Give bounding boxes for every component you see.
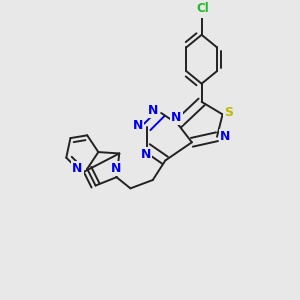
Text: N: N <box>148 104 158 117</box>
Text: N: N <box>220 130 230 143</box>
Text: N: N <box>72 162 82 175</box>
Text: S: S <box>224 106 233 119</box>
Text: N: N <box>111 162 122 175</box>
Text: N: N <box>141 148 151 161</box>
Text: Cl: Cl <box>197 2 209 15</box>
Text: N: N <box>133 119 143 132</box>
Text: N: N <box>171 111 182 124</box>
